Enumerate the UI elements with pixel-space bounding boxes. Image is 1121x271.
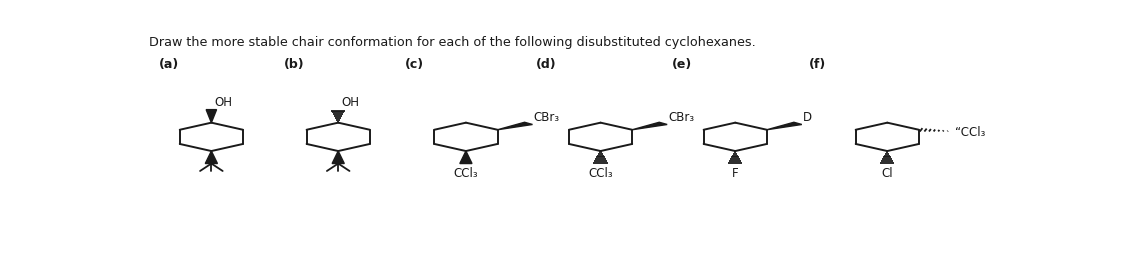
Text: Draw the more stable chair conformation for each of the following disubstituted : Draw the more stable chair conformation …	[149, 36, 756, 49]
Text: (a): (a)	[159, 57, 179, 70]
Text: OH: OH	[342, 96, 360, 109]
Text: D: D	[803, 111, 813, 124]
Polygon shape	[498, 122, 532, 130]
Text: CCl₃: CCl₃	[454, 167, 479, 180]
Text: OH: OH	[215, 96, 233, 109]
Polygon shape	[460, 151, 472, 163]
Text: “CCl₃: “CCl₃	[955, 126, 985, 139]
Text: CBr₃: CBr₃	[534, 111, 559, 124]
Text: CBr₃: CBr₃	[668, 111, 695, 124]
Text: (e): (e)	[671, 57, 692, 70]
Polygon shape	[205, 151, 217, 163]
Text: (f): (f)	[809, 57, 826, 70]
Polygon shape	[767, 122, 802, 130]
Polygon shape	[332, 151, 344, 163]
Text: Cl: Cl	[881, 167, 893, 180]
Text: F: F	[732, 167, 739, 180]
Polygon shape	[206, 109, 216, 123]
Text: (c): (c)	[405, 57, 424, 70]
Text: (d): (d)	[536, 57, 556, 70]
Text: (b): (b)	[284, 57, 304, 70]
Polygon shape	[632, 122, 667, 130]
Text: CCl₃: CCl₃	[589, 167, 613, 180]
